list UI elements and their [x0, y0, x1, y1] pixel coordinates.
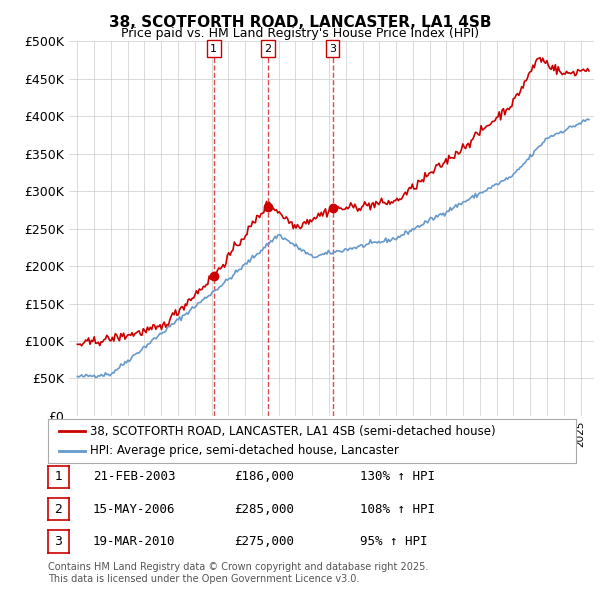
- Text: Contains HM Land Registry data © Crown copyright and database right 2025.
This d: Contains HM Land Registry data © Crown c…: [48, 562, 428, 584]
- Text: 130% ↑ HPI: 130% ↑ HPI: [360, 470, 435, 483]
- Text: 3: 3: [329, 44, 336, 54]
- Text: 38, SCOTFORTH ROAD, LANCASTER, LA1 4SB (semi-detached house): 38, SCOTFORTH ROAD, LANCASTER, LA1 4SB (…: [90, 425, 496, 438]
- Text: 15-MAY-2006: 15-MAY-2006: [93, 503, 176, 516]
- Text: 95% ↑ HPI: 95% ↑ HPI: [360, 535, 427, 548]
- Text: 21-FEB-2003: 21-FEB-2003: [93, 470, 176, 483]
- Text: Price paid vs. HM Land Registry's House Price Index (HPI): Price paid vs. HM Land Registry's House …: [121, 27, 479, 40]
- Text: 3: 3: [55, 535, 62, 548]
- Text: 1: 1: [210, 44, 217, 54]
- Text: £186,000: £186,000: [234, 470, 294, 483]
- Text: £275,000: £275,000: [234, 535, 294, 548]
- Text: 2: 2: [55, 503, 62, 516]
- Text: £285,000: £285,000: [234, 503, 294, 516]
- Text: 2: 2: [265, 44, 272, 54]
- Text: 38, SCOTFORTH ROAD, LANCASTER, LA1 4SB: 38, SCOTFORTH ROAD, LANCASTER, LA1 4SB: [109, 15, 491, 30]
- Text: 1: 1: [55, 470, 62, 483]
- Text: 108% ↑ HPI: 108% ↑ HPI: [360, 503, 435, 516]
- Text: HPI: Average price, semi-detached house, Lancaster: HPI: Average price, semi-detached house,…: [90, 444, 399, 457]
- Text: 19-MAR-2010: 19-MAR-2010: [93, 535, 176, 548]
